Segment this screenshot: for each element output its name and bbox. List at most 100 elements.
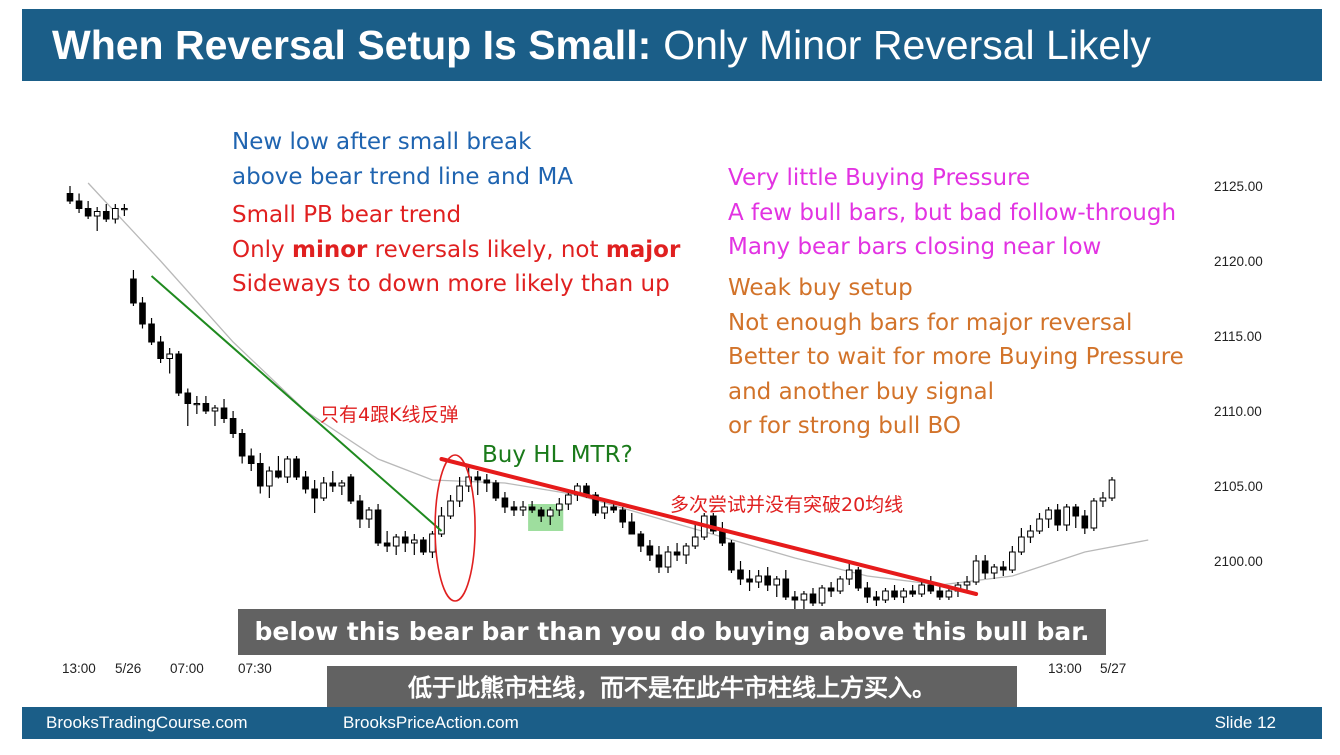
bull-bar <box>111 208 119 220</box>
candlestick <box>1045 507 1052 528</box>
candlestick <box>990 564 998 579</box>
bull-bar <box>918 584 926 595</box>
candlestick <box>266 466 273 498</box>
bear-bar <box>510 506 518 511</box>
y-tick-label: 2115.00 <box>1214 329 1262 344</box>
candlestick <box>139 297 146 329</box>
y-tick-label: 2110.00 <box>1214 404 1262 419</box>
bear-bar <box>175 353 183 394</box>
bear-bar <box>238 433 246 457</box>
title-light: Only Minor Reversal Likely <box>663 21 1151 68</box>
candlestick <box>166 348 173 374</box>
candlestick <box>75 193 83 213</box>
candlestick <box>275 456 282 479</box>
bull-bar <box>1090 500 1098 529</box>
candlestick <box>284 456 291 483</box>
note-orange-line: Better to wait for more Buying Pressure <box>728 344 1184 370</box>
bear-bar <box>275 470 282 478</box>
bear-bar <box>927 584 935 592</box>
note-weak-buy-setup: Weak buy setup Not enough bars for major… <box>728 271 1184 444</box>
candlestick <box>121 204 128 216</box>
note-blue-line: above bear trend line and MA <box>232 163 574 190</box>
bull-bar <box>438 515 445 535</box>
candlestick <box>927 576 935 594</box>
bull-bar <box>900 590 907 598</box>
candlestick <box>510 501 518 516</box>
bear-bar <box>374 509 382 544</box>
bear-bar <box>1081 515 1089 529</box>
y-tick-label: 2125.00 <box>1214 179 1263 194</box>
candlestick <box>365 507 373 528</box>
candlestick <box>392 534 400 555</box>
candlestick <box>755 570 762 588</box>
bull-bar <box>211 407 219 412</box>
subtitle-english: below this bear bar than you do buying a… <box>238 609 1106 655</box>
bull-bar <box>1099 497 1107 502</box>
note-red-bold: major <box>605 236 681 263</box>
candlestick <box>519 501 527 516</box>
candlestick <box>247 448 255 471</box>
candlestick <box>719 522 726 546</box>
candlestick <box>746 570 753 591</box>
bear-bar <box>673 551 681 556</box>
bear-bar <box>791 596 799 601</box>
bull-bar <box>266 470 273 487</box>
bear-bar <box>1054 509 1061 526</box>
candlestick <box>918 582 926 597</box>
bear-bar <box>528 506 536 511</box>
candlestick <box>1027 525 1034 543</box>
candlestick <box>710 513 717 534</box>
candlestick <box>601 501 608 519</box>
bear-bar <box>229 418 237 434</box>
bear-bar <box>592 494 599 514</box>
y-tick-label: 2100.00 <box>1214 554 1263 569</box>
footer-site-mid: BrooksPriceAction.com <box>343 713 519 732</box>
bull-bar <box>320 482 328 499</box>
candlestick <box>809 588 817 606</box>
note-red-text: Sideways to down more likely than up <box>232 271 670 297</box>
candlestick <box>963 576 971 591</box>
candlestick <box>655 546 663 573</box>
candlestick <box>438 507 445 537</box>
bull-bar <box>972 560 980 583</box>
bear-bar <box>646 545 654 556</box>
note-red-text: reversals likely, not <box>367 236 606 263</box>
note-small-pb-bear: Small PB bear trend Only minor reversals… <box>232 198 680 302</box>
bear-bar <box>537 509 545 517</box>
bear-bar <box>329 482 337 487</box>
candlestick <box>383 531 391 552</box>
candlestick <box>818 585 826 606</box>
candlestick <box>664 546 672 573</box>
candlestick <box>1054 504 1061 531</box>
x-axis: 13:00 5/26 07:00 07:30 13:00 5/27 <box>62 661 1126 676</box>
bear-bar <box>130 278 137 304</box>
bull-bar <box>963 581 971 586</box>
bear-bar <box>356 500 364 520</box>
candlestick <box>619 507 627 528</box>
bull-bar <box>284 458 291 478</box>
note-magenta-line: Many bear bars closing near low <box>728 234 1102 260</box>
bear-bar <box>854 569 862 589</box>
bear-bar <box>619 509 627 523</box>
bear-bar <box>102 211 110 220</box>
bull-bar <box>1063 506 1071 526</box>
candlestick <box>157 336 164 363</box>
bear-bar <box>981 560 989 574</box>
bull-bar <box>546 509 554 517</box>
bull-bar <box>411 539 418 544</box>
title-bold: When Reversal Setup Is Small: <box>52 21 652 68</box>
candlestick <box>782 570 790 600</box>
price-chart: 2125.00 2120.00 2115.00 2110.00 2105.00 2100.… <box>62 179 1263 676</box>
note-blue-line: New low after small break <box>232 129 532 155</box>
bear-bar <box>891 590 898 598</box>
candlestick <box>891 585 898 600</box>
trend-lines-layer <box>150 275 979 602</box>
x-tick-label: 13:00 <box>62 661 96 676</box>
bull-bar <box>682 545 690 556</box>
bear-bar <box>66 193 74 202</box>
candlestick <box>1081 510 1089 534</box>
bull-bar <box>565 494 572 505</box>
footer-site-left: BrooksTradingCourse.com <box>46 713 248 732</box>
bear-bar <box>782 578 790 598</box>
bull-bar <box>1009 551 1016 571</box>
